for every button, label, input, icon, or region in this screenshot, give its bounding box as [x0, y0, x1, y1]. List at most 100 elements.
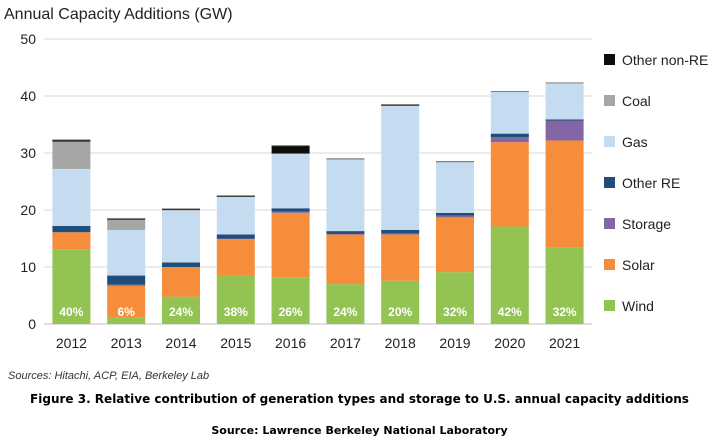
- x-axis-ticks: 2012 2013 2014 2015 2016 2017 2018 2019 2020 2021: [56, 335, 581, 351]
- bar-storage-2016: [271, 211, 310, 213]
- bar-coal-2014: [162, 210, 200, 211]
- bar-other-re-2020: [490, 133, 529, 138]
- bar-wind-2019: [436, 272, 474, 324]
- wind-share-label: 26%: [279, 305, 303, 319]
- x-tick-label: 2014: [165, 335, 196, 351]
- bar-wind-2016: [271, 277, 310, 324]
- bar-wind-2020: [490, 226, 529, 324]
- bar-wind-2015: [216, 274, 255, 324]
- legend-swatch-gas: [604, 136, 615, 147]
- x-tick-label: 2019: [439, 335, 470, 351]
- y-tick-label: 0: [28, 316, 36, 332]
- bar-other-non-re-2012: [52, 139, 91, 142]
- legend-swatch-solar: [604, 259, 615, 270]
- y-tick-label: 10: [20, 259, 36, 275]
- legend-label: Gas: [622, 134, 648, 150]
- sources-note: Sources: Hitachi, ACP, EIA, Berkeley Lab: [8, 370, 210, 382]
- bar-wind-2014: [162, 296, 200, 324]
- wind-share-label: 24%: [333, 305, 357, 319]
- bar-coal-2012: [52, 141, 91, 169]
- bar-gas-2014: [162, 210, 200, 263]
- bar-other-re-2017: [326, 231, 365, 234]
- bar-other-non-re-2014: [162, 208, 200, 210]
- bar-solar-2020: [490, 142, 529, 227]
- bar-other-re-2012: [52, 225, 91, 233]
- y-tick-label: 50: [20, 31, 36, 47]
- bar-solar-2019: [436, 217, 474, 273]
- bar-gas-2015: [216, 196, 255, 235]
- wind-share-label: 24%: [169, 305, 193, 319]
- y-axis-ticks: 0 10 20 30 40 50: [20, 31, 36, 332]
- bar-solar-2014: [162, 267, 200, 297]
- chart-title: Annual Capacity Additions (GW): [4, 6, 233, 23]
- bar-storage-2019: [436, 215, 474, 218]
- x-tick-label: 2013: [111, 335, 142, 351]
- legend-swatch-other-non-re: [604, 54, 615, 65]
- legend-label: Solar: [622, 257, 655, 273]
- bar-storage-2017: [326, 233, 365, 235]
- bar-coal-2013: [107, 219, 146, 230]
- bar-other-re-2021: [545, 119, 584, 121]
- x-tick-label: 2015: [220, 335, 251, 351]
- bar-solar-2018: [381, 234, 420, 281]
- legend-label: Coal: [622, 93, 651, 109]
- wind-share-label: 42%: [498, 305, 522, 319]
- bar-storage-2021: [545, 120, 584, 141]
- bar-gas-2013: [107, 229, 146, 276]
- legend-label: Other non-RE: [622, 52, 708, 68]
- bar-wind-2013: [107, 317, 146, 324]
- y-tick-label: 40: [20, 88, 36, 104]
- bar-solar-2012: [52, 232, 91, 250]
- bar-gas-2012: [52, 168, 91, 226]
- legend-swatch-other-re: [604, 177, 615, 188]
- bar-storage-2015: [216, 238, 255, 240]
- x-tick-label: 2016: [275, 335, 306, 351]
- wind-share-label: 32%: [443, 305, 467, 319]
- bars: [52, 82, 584, 324]
- legend-swatch-wind: [604, 300, 615, 311]
- x-tick-label: 2012: [56, 335, 87, 351]
- bar-other-re-2015: [216, 234, 255, 239]
- y-tick-label: 30: [20, 145, 36, 161]
- bar-other-re-2018: [381, 229, 420, 234]
- bar-other-re-2016: [271, 208, 310, 212]
- bar-solar-2017: [326, 234, 365, 285]
- x-tick-label: 2020: [494, 335, 525, 351]
- bar-solar-2016: [271, 212, 310, 278]
- bar-solar-2021: [545, 140, 584, 248]
- legend-label: Other RE: [622, 175, 680, 191]
- wind-share-labels: 40% 6% 24% 38% 26% 24% 20% 32% 42% 32%: [59, 305, 577, 319]
- legend-swatch-coal: [604, 95, 615, 106]
- x-tick-label: 2021: [549, 335, 580, 351]
- bar-wind-2012: [52, 249, 91, 324]
- bar-other-re-2013: [107, 275, 146, 285]
- bar-other-re-2014: [162, 262, 200, 267]
- legend-label: Wind: [622, 298, 654, 314]
- bar-gas-2021: [545, 82, 584, 120]
- wind-share-label: 32%: [553, 305, 577, 319]
- bar-other-non-re-2013: [107, 218, 146, 220]
- wind-share-label: 38%: [224, 305, 248, 319]
- bar-wind-2018: [381, 280, 420, 324]
- bar-wind-2021: [545, 247, 584, 324]
- bar-solar-2015: [216, 239, 255, 275]
- bar-gas-2017: [326, 159, 365, 232]
- bar-storage-2013: [107, 284, 146, 286]
- y-tick-label: 20: [20, 202, 36, 218]
- bar-gas-2016: [271, 153, 310, 209]
- wind-share-label: 6%: [118, 305, 136, 319]
- figure-caption: Figure 3. Relative contribution of gener…: [30, 392, 689, 406]
- bar-storage-2018: [381, 233, 420, 235]
- legend: Other non-RE Coal Gas Other RE Storage Solar W…: [604, 52, 708, 314]
- bar-other-non-re-2016: [271, 145, 310, 154]
- wind-share-label: 40%: [59, 305, 83, 319]
- wind-share-label: 20%: [388, 305, 412, 319]
- bar-storage-2020: [490, 137, 529, 143]
- bar-other-non-re-2018: [381, 104, 420, 106]
- x-tick-label: 2017: [330, 335, 361, 351]
- x-tick-label: 2018: [385, 335, 416, 351]
- bar-other-re-2019: [436, 212, 474, 216]
- legend-swatch-storage: [604, 218, 615, 229]
- bar-gas-2019: [436, 162, 474, 213]
